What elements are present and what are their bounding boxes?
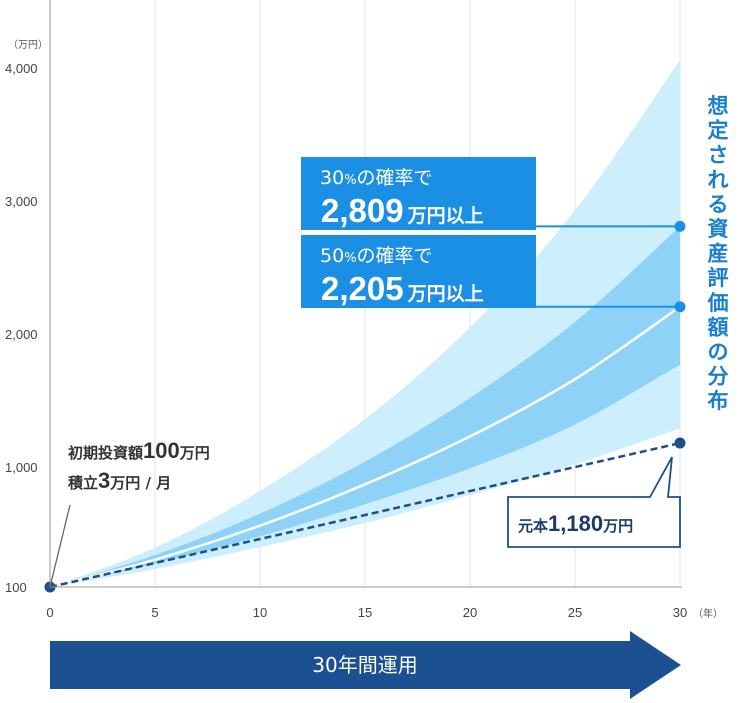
side-label-char: れ [708, 168, 729, 192]
duration-arrow: 30年間運用 [50, 631, 681, 699]
initial-note-line1: 初期投資額100万円 [68, 438, 210, 463]
axes [49, 0, 682, 588]
side-label-char: 価 [707, 291, 729, 315]
y-tick-label: 4,000 [5, 61, 38, 76]
initial-note-leader [49, 504, 71, 588]
duration-arrow-shape [50, 631, 681, 699]
duration-arrow-label: 30年間運用 [312, 653, 417, 677]
x-tick-label: 10 [253, 605, 267, 620]
y-axis-unit: （万円） [8, 39, 48, 51]
callout-50-box [301, 235, 536, 308]
principal-line [49, 441, 681, 589]
side-label-char: る [708, 192, 729, 216]
callout-30-value: 2,809 万円以上 [321, 192, 484, 229]
callout-50-line1: 50%の確率で [320, 245, 433, 267]
x-axis-unit: （年） [693, 607, 723, 620]
callout-30-line1: 30%の確率で [320, 167, 433, 189]
callout-30-percent: 30%の確率で 2,809 万円以上 [301, 157, 686, 232]
inner-band [50, 226, 680, 587]
side-label-char: 分 [708, 365, 729, 389]
side-label-char: の [708, 340, 729, 364]
y-tick-label: 3,000 [5, 194, 38, 209]
median-line [49, 305, 681, 589]
y-tick-label: 100 [5, 580, 27, 595]
y-tick-label: 2,000 [5, 327, 38, 342]
x-tick-label: 25 [568, 605, 582, 620]
x-tick-label: 30 [673, 605, 687, 620]
side-label-char: 想 [708, 94, 729, 118]
callout-50-value: 2,205 万円以上 [321, 270, 484, 307]
x-tick-label: 20 [463, 605, 477, 620]
side-label-char: 資 [708, 217, 729, 241]
initial-investment-note: 初期投資額100万円 積立3万円 / 月 [49, 438, 210, 588]
tick-labels: 0 5 10 15 20 25 30 100 1,000 2,000 3,000 4,000 [5, 61, 687, 620]
callout-50-point [674, 301, 686, 313]
principal-end-point [674, 437, 686, 449]
callout-30-point [674, 220, 686, 232]
distribution-bands [44, 60, 686, 593]
side-label-char: 布 [708, 389, 729, 413]
callout-50-percent: 50%の確率で 2,205 万円以上 [301, 235, 686, 313]
side-label-char: 定 [708, 119, 729, 143]
x-tick-label: 15 [358, 605, 372, 620]
y-tick-label: 1,000 [5, 460, 38, 475]
principal-note-text: 元本1,180万円 [518, 511, 633, 536]
principal-note-bubble [507, 456, 681, 548]
side-label-char: 評 [708, 266, 729, 290]
principal-note: 元本1,180万円 [507, 456, 681, 548]
callout-30-box [301, 157, 536, 230]
outer-band [50, 60, 680, 587]
side-label-char: 額 [707, 315, 729, 339]
x-tick-label: 0 [46, 605, 53, 620]
x-tick-label: 5 [151, 605, 158, 620]
side-label-char: 産 [708, 242, 729, 266]
side-label-char: さ [708, 143, 729, 167]
initial-note-line2: 積立3万円 / 月 [67, 468, 171, 493]
